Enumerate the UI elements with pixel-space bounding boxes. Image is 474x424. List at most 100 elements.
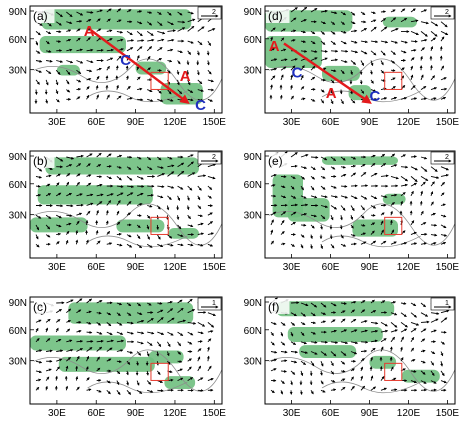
- y-tick-label: 60N: [9, 35, 27, 46]
- wind-vector: [66, 164, 73, 168]
- wind-vector: [440, 233, 448, 237]
- wind-vector: [66, 156, 75, 160]
- wind-vector: [106, 200, 112, 206]
- wind-vector: [96, 152, 102, 158]
- wind-vector: [370, 195, 378, 200]
- wind-vector: [280, 390, 283, 395]
- wind-vector: [440, 77, 447, 81]
- wind-vector: [380, 220, 384, 226]
- wind-vector: [187, 377, 194, 381]
- wind-vector: [45, 69, 52, 75]
- wind-vector: [45, 385, 48, 391]
- wind-vector: [106, 242, 113, 246]
- wind-vector: [410, 242, 418, 246]
- wind-vector: [116, 84, 119, 90]
- wind-vector: [86, 355, 90, 362]
- wind-vector: [350, 50, 359, 54]
- wind-vector: [440, 351, 444, 357]
- wind-vector: [410, 40, 418, 43]
- wind-vector: [420, 31, 428, 37]
- wind-vector: [350, 224, 354, 229]
- wind-vector: [270, 219, 274, 226]
- wind-vector: [320, 31, 325, 35]
- wind-vector: [290, 58, 298, 61]
- wind-vector: [76, 181, 80, 187]
- wind-vector: [330, 40, 336, 45]
- wind-vector: [66, 356, 71, 362]
- wind-vector: [147, 331, 155, 335]
- wind-vector: [430, 370, 435, 377]
- wind-vector: [187, 185, 193, 191]
- wind-vector: [320, 57, 328, 61]
- wind-vector: [126, 234, 132, 238]
- wind-vector: [360, 60, 365, 67]
- anticyclone-label: A: [326, 85, 337, 102]
- panel-label: (f): [268, 300, 279, 314]
- wind-vector: [187, 321, 197, 325]
- wind-vector: [440, 65, 445, 71]
- wind-vector: [136, 21, 143, 25]
- wind-vector: [35, 193, 42, 197]
- wind-vector: [380, 50, 386, 56]
- wind-vector: [76, 309, 82, 314]
- wind-vector: [380, 26, 388, 32]
- wind-vector: [270, 184, 276, 187]
- wind-vector: [280, 341, 286, 346]
- wind-vector: [177, 170, 185, 177]
- wind-vector: [35, 386, 40, 391]
- wind-vector: [126, 312, 132, 316]
- wind-vector: [370, 79, 374, 84]
- wind-vector: [350, 376, 354, 381]
- wind-vector: [330, 351, 337, 357]
- wind-vector: [300, 341, 307, 345]
- y-tick-label: 30N: [244, 66, 262, 77]
- wind-vector: [167, 48, 174, 52]
- wind-vector: [55, 327, 59, 333]
- wind-vector: [390, 164, 398, 168]
- wind-vector: [410, 48, 417, 52]
- wind-vector: [96, 339, 104, 343]
- wind-vector: [56, 214, 62, 219]
- wind-vector: [116, 349, 124, 352]
- wind-vector: [187, 172, 196, 177]
- wind-vector: [137, 214, 142, 217]
- wind-vector: [197, 340, 203, 343]
- wind-vector: [410, 85, 416, 90]
- wind-vector: [197, 377, 204, 381]
- cyclone-label: C: [120, 52, 131, 69]
- wind-vector: [360, 309, 366, 314]
- wind-vector: [157, 195, 164, 199]
- wind-vector: [320, 89, 325, 93]
- wind-vector: [430, 233, 438, 237]
- wind-vector: [430, 181, 435, 187]
- wind-vector: [136, 361, 139, 366]
- wind-vector: [177, 224, 182, 230]
- wind-vector: [310, 50, 318, 53]
- wind-vector: [55, 79, 59, 86]
- wind-vector: [56, 39, 62, 43]
- wind-vector: [157, 38, 165, 42]
- wind-vector: [86, 69, 93, 73]
- wind-vector: [86, 210, 91, 216]
- wind-vector: [300, 185, 304, 191]
- wind-vector: [400, 200, 403, 206]
- wind-vector: [35, 337, 40, 343]
- wind-vector: [330, 185, 337, 189]
- wind-vector: [360, 163, 366, 168]
- wind-vector: [400, 96, 408, 100]
- wind-vector: [177, 234, 184, 238]
- wind-vector: [106, 57, 114, 61]
- wind-vector: [389, 346, 393, 352]
- wind-vector: [400, 40, 408, 44]
- wind-vector: [147, 98, 154, 102]
- wind-vector: [45, 40, 50, 45]
- wind-vector: [400, 322, 408, 328]
- x-tick-label: 120E: [163, 408, 187, 419]
- wind-vector: [300, 65, 305, 71]
- wind-vector: [370, 222, 376, 226]
- wind-vector: [330, 69, 337, 73]
- panel-label: (c): [33, 300, 47, 314]
- wind-vector: [177, 360, 183, 363]
- wind-vector: [310, 176, 316, 180]
- panel-label: (e): [268, 154, 283, 168]
